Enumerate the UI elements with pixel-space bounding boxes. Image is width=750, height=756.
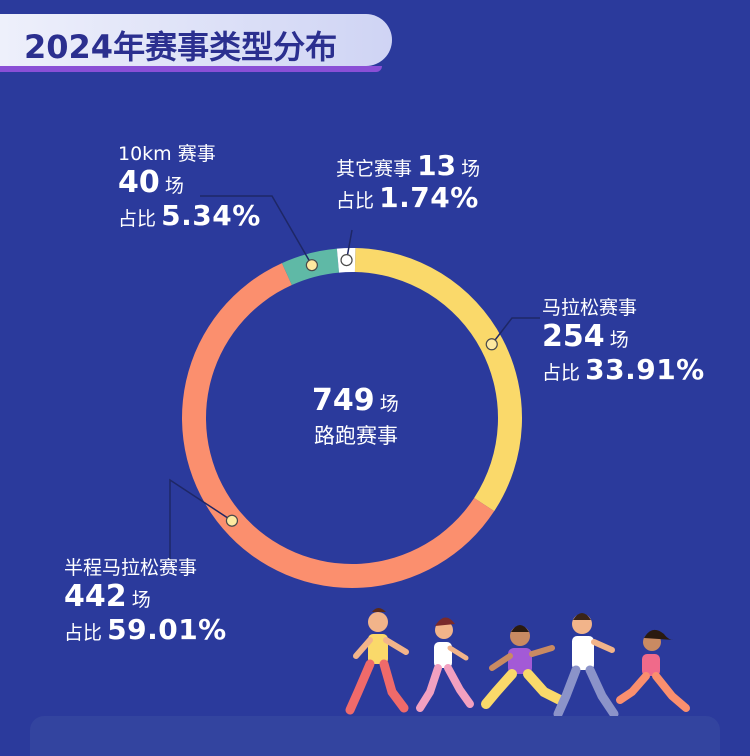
label-tenk: 10km 赛事 40 场 占比 5.34% (118, 143, 261, 233)
label-other-unit: 场 (461, 158, 481, 180)
label-half-pct-prefix: 占比 (64, 622, 103, 645)
runner-icon (416, 617, 474, 712)
label-marathon: 马拉松赛事 254 场 占比 33.91% (542, 297, 705, 387)
label-marathon-pct: 33.91% (585, 353, 705, 387)
runner-icon (616, 629, 690, 712)
leader-10km-dot (305, 259, 318, 272)
label-marathon-name: 马拉松赛事 (542, 297, 638, 319)
label-half-unit: 场 (131, 588, 151, 611)
label-tenk-count: 40 (118, 164, 160, 200)
label-marathon-pct-prefix: 占比 (542, 362, 581, 385)
leader-10km (200, 195, 313, 266)
label-half-count: 442 (64, 578, 127, 614)
label-tenk-pct: 5.34% (161, 199, 261, 233)
runner-icon (553, 613, 619, 719)
center-total: 749 场 (312, 383, 399, 419)
label-half-pct: 59.01% (107, 613, 227, 647)
label-marathon-count: 254 (542, 318, 605, 354)
label-other-name: 其它赛事 (336, 158, 413, 180)
leader-lines (169, 195, 540, 560)
slice-marathon (354, 248, 523, 512)
runner-icon (481, 625, 565, 709)
bottom-panel (30, 716, 720, 756)
center-count: 749 (312, 383, 375, 418)
label-half: 半程马拉松赛事 442 场 占比 59.01% (64, 557, 227, 647)
label-other-count: 13 (417, 149, 457, 182)
label-other: 其它赛事 13 场 占比 1.74% (336, 149, 481, 215)
label-tenk-unit: 场 (164, 174, 184, 197)
leader-other-dot (340, 253, 353, 267)
label-half-name: 半程马拉松赛事 (64, 557, 198, 579)
center-unit: 场 (379, 393, 399, 415)
label-other-pct-prefix: 占比 (336, 190, 375, 213)
label-tenk-name: 10km 赛事 (118, 143, 216, 165)
runners-illustration (345, 608, 690, 719)
leader-marathon-dot (485, 338, 498, 351)
leader-half (169, 478, 233, 560)
leader-marathon (491, 317, 540, 345)
runner-icon (345, 608, 409, 715)
label-marathon-unit: 场 (609, 328, 629, 351)
label-tenk-pct-prefix: 占比 (118, 208, 157, 231)
title-banner: 2024年赛事类型分布 (0, 14, 392, 72)
label-other-pct: 1.74% (379, 181, 479, 215)
leader-half-dot (225, 514, 239, 527)
center-label: 路跑赛事 (314, 424, 398, 448)
chart-title: 2024年赛事类型分布 (24, 28, 338, 66)
